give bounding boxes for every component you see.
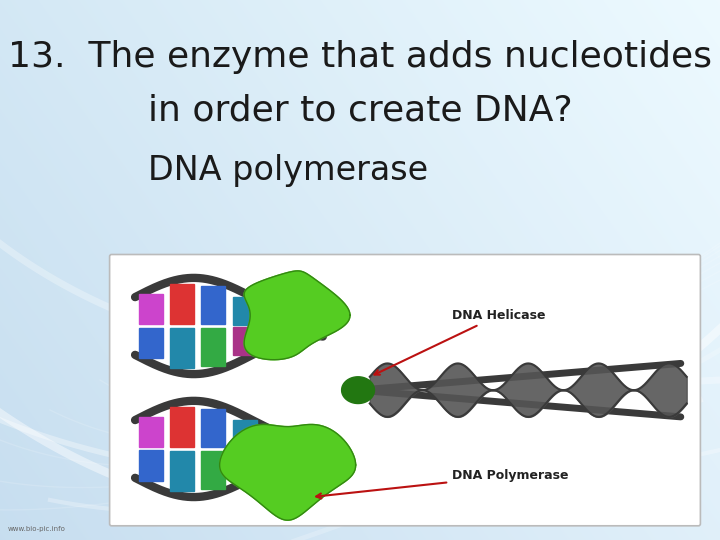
Bar [264, 310, 288, 325]
Polygon shape [341, 377, 374, 403]
Bar [202, 286, 225, 324]
Bar [264, 450, 288, 464]
Bar [295, 441, 319, 449]
Text: 13.  The enzyme that adds nucleotides: 13. The enzyme that adds nucleotides [8, 40, 712, 73]
Bar [170, 285, 194, 324]
Bar [233, 327, 256, 355]
Bar [264, 434, 288, 448]
Bar [264, 327, 288, 341]
Bar [233, 297, 256, 325]
Bar [295, 449, 319, 457]
Bar [202, 451, 225, 489]
Bar [202, 409, 225, 447]
Text: DNA Polymerase: DNA Polymerase [316, 469, 569, 498]
Polygon shape [244, 271, 350, 360]
Bar [139, 328, 163, 359]
Text: in order to create DNA?: in order to create DNA? [148, 94, 572, 127]
Bar [139, 450, 163, 481]
Bar [233, 450, 256, 478]
Bar [170, 407, 194, 447]
Bar [139, 416, 163, 448]
Bar [139, 294, 163, 325]
Polygon shape [220, 424, 356, 520]
Text: DNA Helicase: DNA Helicase [374, 309, 546, 375]
Bar [170, 451, 194, 490]
FancyBboxPatch shape [109, 254, 701, 526]
Bar [202, 328, 225, 366]
Text: DNA polymerase: DNA polymerase [148, 153, 428, 187]
Text: www.bio-pic.info: www.bio-pic.info [8, 526, 66, 532]
Bar [170, 328, 194, 368]
Bar [295, 326, 319, 335]
Bar [295, 318, 319, 326]
Bar [233, 420, 256, 448]
